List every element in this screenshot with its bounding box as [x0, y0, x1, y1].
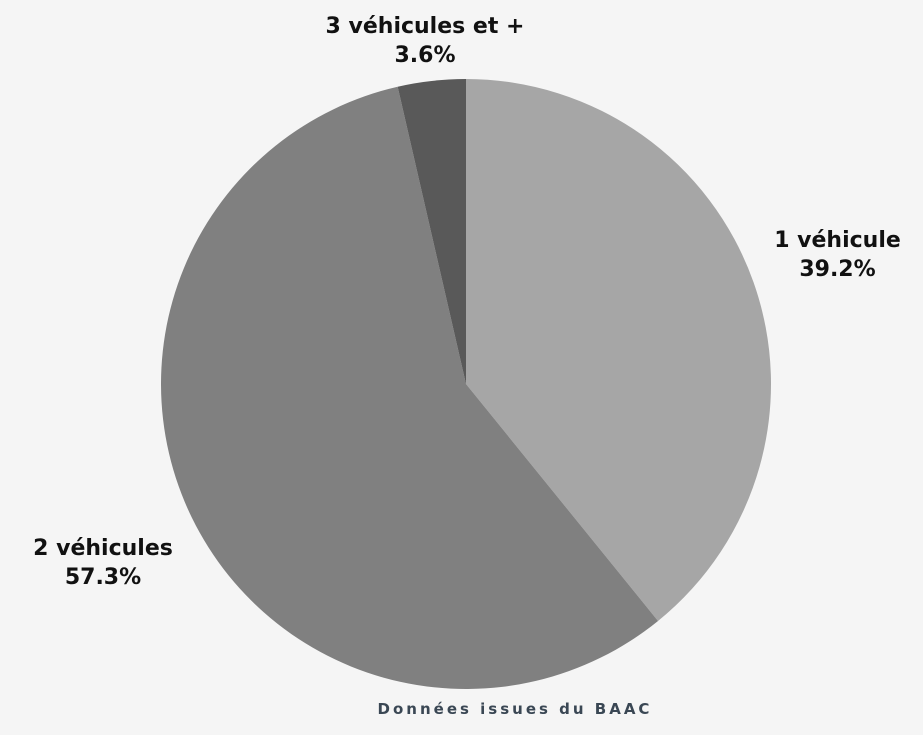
slice-value-label: 39.2% [799, 257, 876, 282]
slice-value-label: 3.6% [394, 43, 456, 68]
slice-category-label: 2 véhicules [33, 536, 173, 561]
slice-category-label: 3 véhicules et + [325, 14, 525, 39]
pie-slice-3 [397, 79, 466, 384]
slice-category-label: 1 véhicule [774, 228, 901, 253]
pie-slice-2 [161, 86, 659, 689]
slice-label-2-vehicules: 2 véhicules 57.3% [18, 534, 188, 592]
source-note: Données issues du BAAC [377, 700, 653, 718]
slice-label-1-vehicule: 1 véhicule 39.2% [765, 226, 910, 284]
slice-label-3-vehicules-et-plus: 3 véhicules et + 3.6% [300, 12, 550, 70]
slice-value-label: 57.3% [64, 565, 142, 590]
pie-slice-1 [466, 79, 772, 621]
